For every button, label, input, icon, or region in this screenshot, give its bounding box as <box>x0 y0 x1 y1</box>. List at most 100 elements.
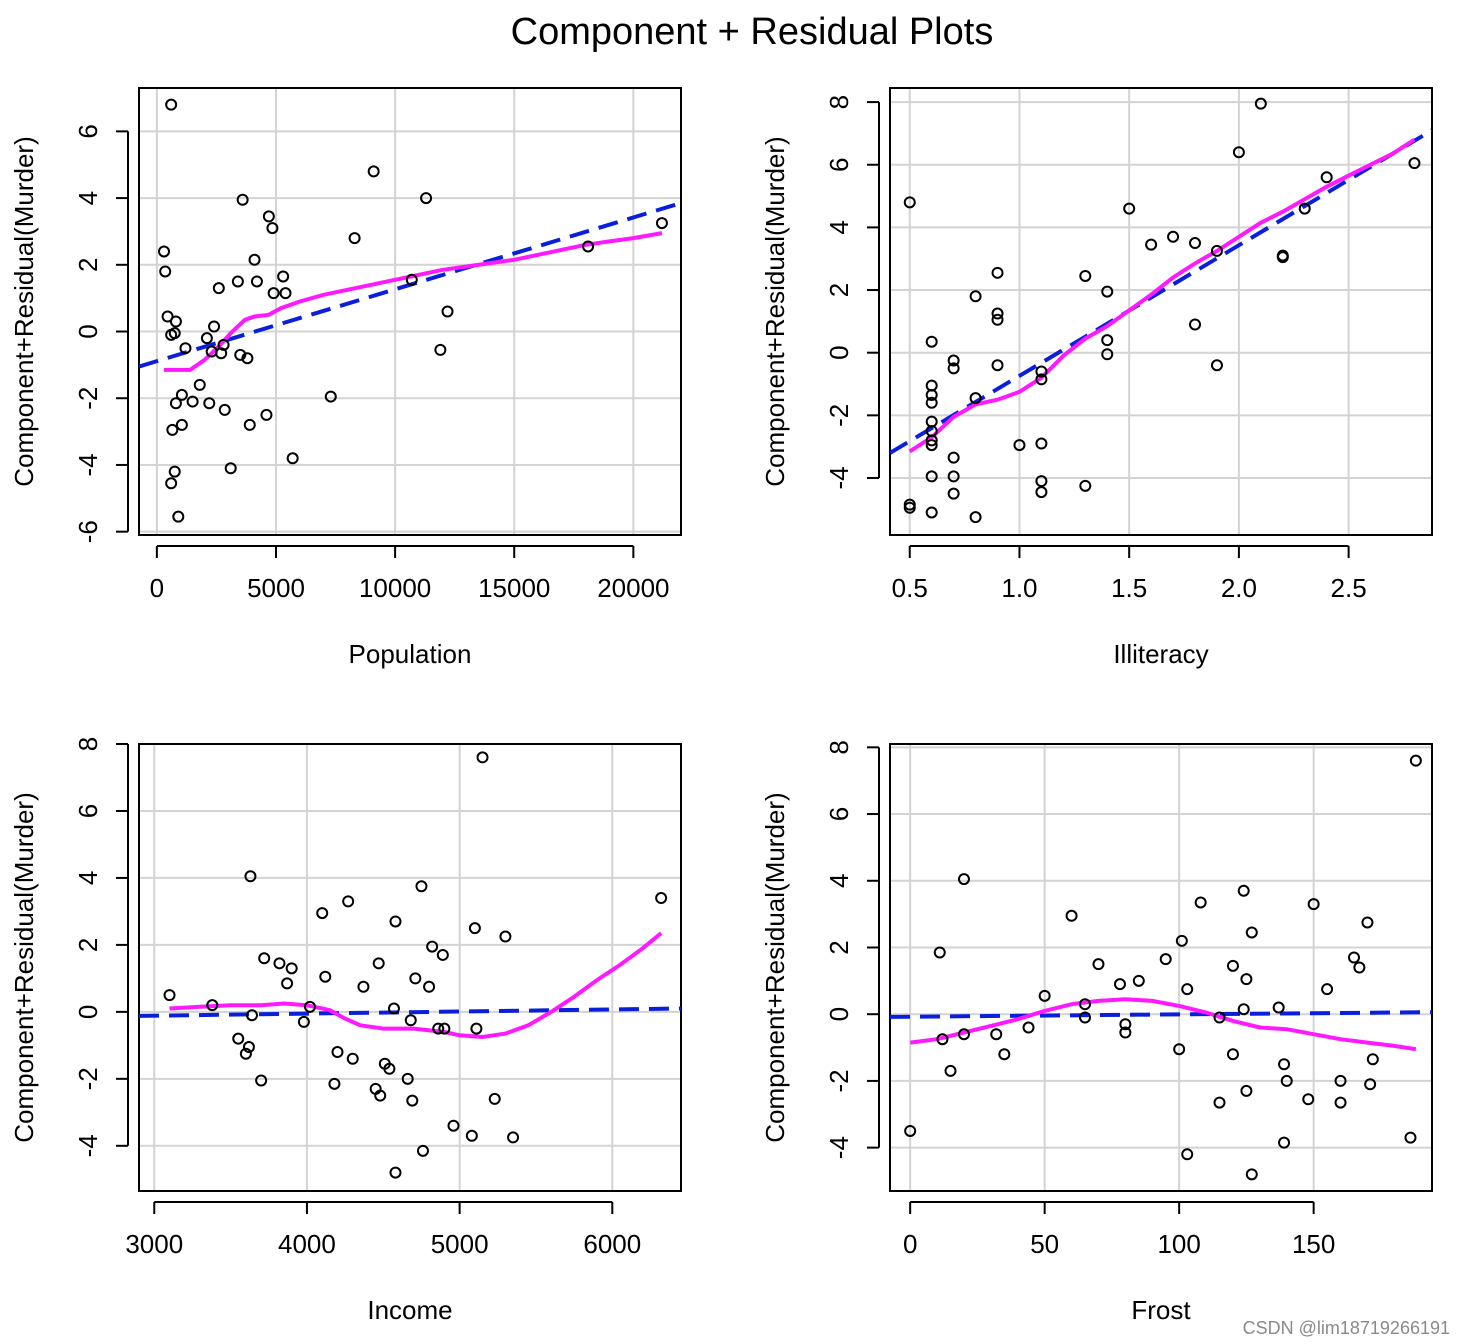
plot-area <box>890 754 1432 1181</box>
data-point <box>1035 373 1048 386</box>
data-point <box>203 397 216 410</box>
data-point <box>925 439 938 452</box>
data-point <box>266 222 279 235</box>
data-point <box>212 282 225 295</box>
data-point <box>1240 973 1253 986</box>
data-point <box>218 403 231 416</box>
data-point <box>383 1062 396 1075</box>
data-point <box>1189 237 1202 250</box>
data-point <box>175 418 188 431</box>
plot-frame <box>138 87 682 536</box>
data-point <box>944 1064 957 1077</box>
data-point <box>1210 359 1223 372</box>
linear-fit-line <box>139 1006 681 1018</box>
data-point <box>991 359 1004 372</box>
data-point <box>465 1129 478 1142</box>
data-point <box>447 1119 460 1132</box>
y-tick-label: -2 <box>73 1067 103 1090</box>
data-point <box>372 957 385 970</box>
data-point <box>947 451 960 464</box>
data-point <box>957 1028 970 1041</box>
data-point <box>236 193 249 206</box>
data-point <box>936 1033 949 1046</box>
data-point <box>1079 269 1092 282</box>
data-point <box>342 895 355 908</box>
data-point <box>1175 934 1188 947</box>
data-point <box>303 1000 316 1013</box>
data-point <box>215 347 228 360</box>
data-point <box>258 952 271 965</box>
x-tick-label: 1.0 <box>1001 573 1037 603</box>
data-point <box>165 98 178 111</box>
data-point <box>434 343 447 356</box>
data-point <box>1245 926 1258 939</box>
data-point <box>1237 1003 1250 1016</box>
data-point <box>1119 1018 1132 1031</box>
plot-frame <box>889 743 1433 1192</box>
data-point <box>933 946 946 959</box>
data-point <box>1334 1096 1347 1109</box>
y-tick-label: 0 <box>73 1005 103 1019</box>
data-point <box>990 1028 1003 1041</box>
x-tick-label: 0.5 <box>892 573 928 603</box>
data-point <box>1226 1048 1239 1061</box>
data-point <box>319 970 332 983</box>
data-point <box>250 275 263 288</box>
data-point <box>655 217 668 230</box>
data-point <box>1404 1131 1417 1144</box>
data-point <box>279 287 292 300</box>
x-tick-label: 1.5 <box>1111 573 1147 603</box>
data-point <box>389 915 402 928</box>
data-point <box>387 1002 400 1015</box>
panel-illiteracy: 0.5 1.0 1.5 2.0 2.5 -4 -2 0 2 4 6 8 Illiteracy Compon… <box>760 87 1433 669</box>
x-tick-label: 6000 <box>583 1229 641 1259</box>
data-point <box>1278 1058 1291 1071</box>
data-point <box>1013 439 1026 452</box>
y-tick-label: 4 <box>73 191 103 205</box>
data-point <box>357 980 370 993</box>
data-point <box>224 462 237 475</box>
x-axis-label: Illiteracy <box>1113 639 1208 669</box>
y-tick-label: -4 <box>73 1134 103 1157</box>
data-point <box>438 1022 451 1035</box>
data-point <box>1226 959 1239 972</box>
data-point <box>423 980 436 993</box>
data-point <box>166 423 179 436</box>
data-point <box>245 1009 258 1022</box>
x-tick-label: 4000 <box>278 1229 336 1259</box>
data-point <box>1079 479 1092 492</box>
y-tick-label: -4 <box>824 1136 854 1159</box>
data-point <box>1123 202 1136 215</box>
y-tick-label: -6 <box>73 520 103 543</box>
data-point <box>468 922 481 935</box>
data-point <box>903 501 916 514</box>
data-point <box>1038 989 1051 1002</box>
data-point <box>1320 171 1333 184</box>
plot-area <box>139 751 681 1179</box>
data-point <box>168 327 181 340</box>
data-point <box>248 253 261 266</box>
data-point <box>1298 202 1311 215</box>
data-point <box>1278 1136 1291 1149</box>
x-tick-label: 50 <box>1030 1229 1059 1259</box>
data-point <box>1409 754 1422 767</box>
data-point <box>1092 958 1105 971</box>
data-point <box>331 1046 344 1059</box>
data-point <box>1245 1168 1258 1181</box>
y-tick-label: 2 <box>73 938 103 952</box>
data-point <box>1213 1011 1226 1024</box>
data-point <box>179 342 192 355</box>
data-point <box>416 1144 429 1157</box>
data-point <box>277 270 290 283</box>
data-point <box>426 940 439 953</box>
x-tick-label: 10000 <box>359 573 431 603</box>
y-tick-label: -2 <box>824 1069 854 1092</box>
data-point <box>1232 146 1245 159</box>
data-point <box>1022 1021 1035 1034</box>
y-tick-label: -4 <box>73 453 103 476</box>
data-point <box>316 907 329 920</box>
data-point <box>415 880 428 893</box>
y-axis-label: Component+Residual(Murder) <box>9 136 39 486</box>
panel-frost: 0 50 100 150 -4 -2 0 2 4 6 8 Frost Component+Residua… <box>760 740 1433 1325</box>
data-point <box>1334 1074 1347 1087</box>
